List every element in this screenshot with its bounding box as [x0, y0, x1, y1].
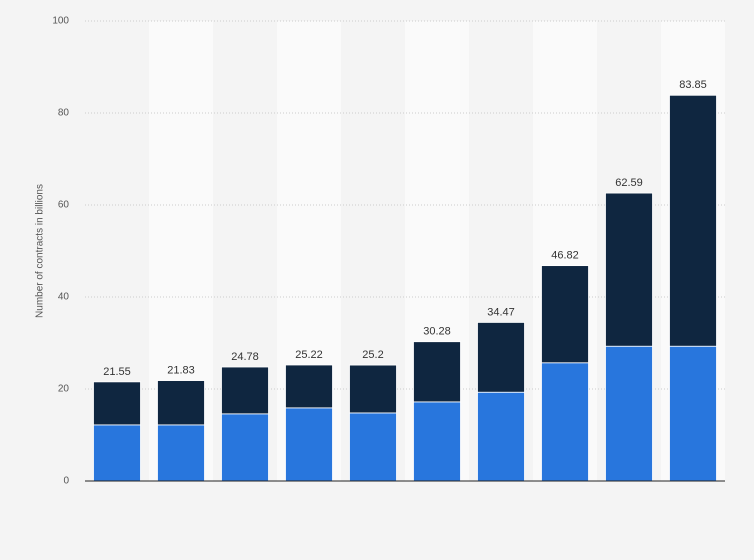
bar-segment	[669, 345, 717, 482]
total-label: 21.55	[103, 366, 131, 378]
bar-segment	[221, 413, 269, 482]
bar-segment	[541, 265, 589, 364]
y-tick-label: 0	[63, 476, 69, 487]
bar-segment	[605, 192, 653, 347]
y-tick-label: 60	[58, 200, 70, 211]
total-label: 25.22	[295, 349, 323, 361]
total-label: 30.28	[423, 326, 451, 338]
bar-segment	[157, 424, 205, 482]
total-label: 24.78	[231, 351, 259, 363]
total-label: 83.85	[679, 79, 707, 91]
bar-segment	[285, 407, 333, 482]
bar-segment	[93, 424, 141, 482]
total-label: 46.82	[551, 250, 579, 262]
total-label: 21.83	[167, 364, 195, 376]
bar-segment	[221, 366, 269, 415]
total-label: 34.47	[487, 306, 515, 318]
bar-segment	[413, 341, 461, 403]
y-tick-label: 100	[52, 16, 69, 27]
bar-segment	[93, 381, 141, 426]
bar-segment	[477, 322, 525, 393]
bar-segment	[477, 391, 525, 482]
bar-segment	[349, 364, 397, 414]
bar-segment	[669, 94, 717, 347]
y-tick-label: 80	[58, 108, 70, 119]
bar-segment	[157, 380, 205, 426]
y-tick-label: 20	[58, 384, 70, 395]
y-tick-label: 40	[58, 292, 70, 303]
total-label: 62.59	[615, 177, 643, 189]
bar-segment	[605, 345, 653, 482]
bar-segment	[285, 364, 333, 409]
bar-segment	[541, 362, 589, 482]
bar-segment	[413, 401, 461, 482]
y-axis-title: Number of contracts in billions	[35, 184, 46, 318]
total-label: 25.2	[362, 349, 383, 361]
bar-segment	[349, 412, 397, 482]
